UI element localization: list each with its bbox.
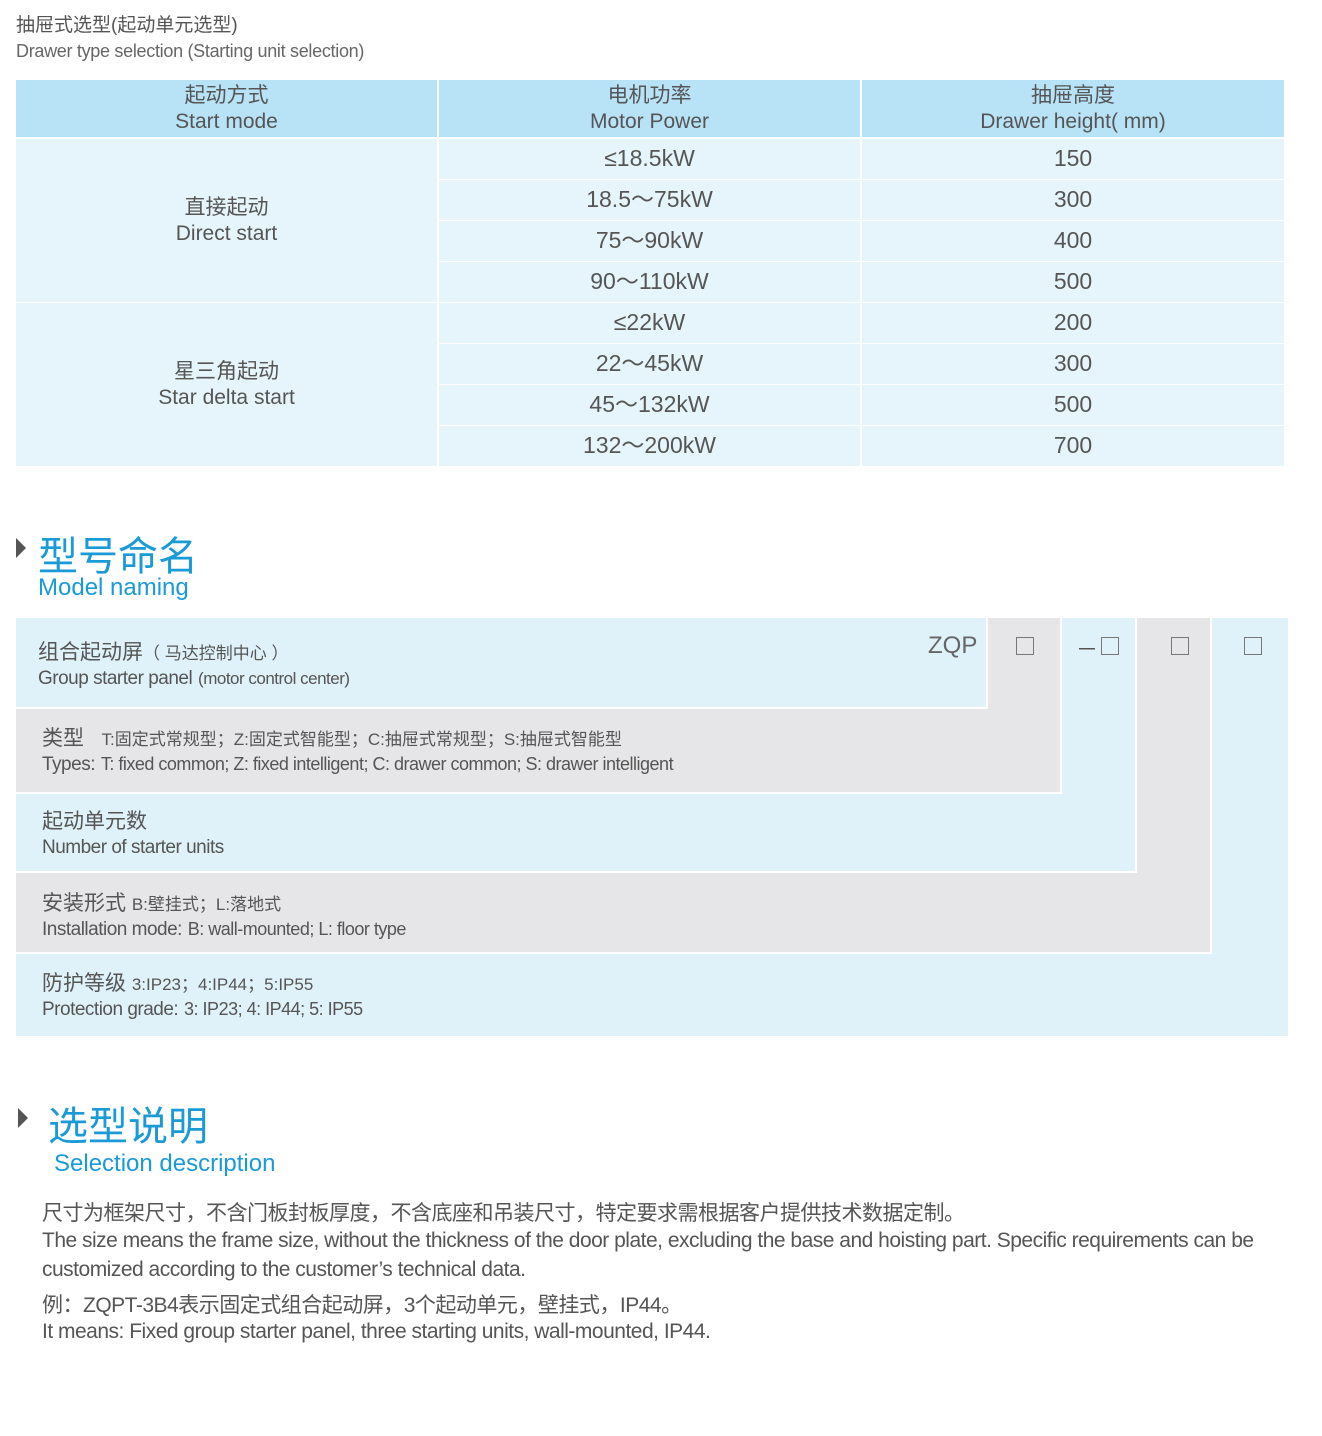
row-en-note: T: fixed common; Z: fixed intelligent; C…	[100, 754, 674, 774]
header-en: Drawer height( mm)	[980, 109, 1166, 133]
selection-subtitle: Selection description	[54, 1150, 276, 1177]
code-prefix: ZQP	[928, 632, 978, 659]
drawer-height-cell: 500	[862, 385, 1284, 425]
row-cn-note: B:壁挂式；L:落地式	[131, 895, 282, 914]
motor-power-cell: 132～200kW	[439, 426, 860, 466]
row-cn: 安装形式	[42, 892, 126, 915]
desc-line: 例：ZQPT-3B4表示固定式组合起动屏，3个起动单元，壁挂式，IP44。	[42, 1294, 682, 1317]
row-cn: 防护等级	[42, 972, 126, 995]
row-en-note: (motor control center)	[198, 669, 350, 688]
row-cn-note: T:固定式常规型；Z:固定式智能型；C:抽屉式常规型；S:抽屉式智能型	[101, 730, 622, 749]
desc-line: 尺寸为框架尺寸，不含门板封板厚度，不含底座和吊装尺寸，特定要求需根据客户提供技术…	[42, 1202, 965, 1225]
header-cn: 抽屉高度	[1031, 84, 1115, 108]
desc-line: It means: Fixed group starter panel, thr…	[42, 1320, 711, 1343]
row-en: Group starter panel	[38, 668, 193, 689]
section-title-cn: 抽屉式选型(起动单元选型)	[16, 15, 238, 36]
row-en-note: 3: IP23; 4: IP44; 5: IP55	[184, 999, 363, 1019]
row-units: 起动单元数 Number of starter units	[42, 805, 224, 859]
drawer-height-cell: 150	[862, 139, 1284, 179]
row-en: Number of starter units	[42, 837, 224, 858]
row-panel: 组合起动屏（ 马达控制中心 ） Group starter panel (moto…	[38, 636, 350, 690]
mode-cn: 星三角起动	[174, 360, 279, 384]
header-cn: 电机功率	[607, 84, 692, 108]
drawer-height-cell: 400	[862, 221, 1284, 261]
header-motor-power: 电机功率 Motor Power	[439, 80, 860, 137]
desc-line: The size means the frame size, without t…	[42, 1229, 1254, 1252]
drawer-height-cell: 700	[862, 426, 1284, 466]
header-en: Start mode	[175, 109, 278, 133]
row-cn-note: （ 马达控制中心 ）	[143, 644, 289, 663]
row-cn-note: 3:IP23；4:IP44；5:IP55	[131, 975, 314, 994]
header-start-mode: 起动方式 Start mode	[16, 80, 437, 137]
row-installation: 安装形式 B:壁挂式；L:落地式 Installation mode: B: wa…	[42, 887, 406, 941]
motor-power-cell: 45～132kW	[439, 385, 860, 425]
type-slot-box	[1016, 637, 1034, 655]
motor-power-cell: 18.5～75kW	[439, 180, 860, 220]
header-drawer-height: 抽屉高度 Drawer height( mm)	[862, 80, 1284, 137]
drawer-height-cell: 300	[862, 344, 1284, 384]
start-mode-cell: 直接起动 Direct start	[16, 139, 437, 302]
drawer-height-cell: 500	[862, 262, 1284, 302]
mode-en: Direct start	[175, 221, 278, 245]
row-en: Installation mode:	[42, 919, 182, 940]
section-arrow-icon	[16, 538, 26, 558]
drawer-height-cell: 200	[862, 303, 1284, 343]
desc-line: customized according to the customer’s t…	[42, 1258, 526, 1281]
drawer-height-cell: 300	[862, 180, 1284, 220]
motor-power-cell: ≤22kW	[439, 303, 860, 343]
mode-cn: 直接起动	[184, 196, 269, 220]
units-slot-box	[1101, 637, 1119, 655]
row-cn: 起动单元数	[42, 810, 147, 833]
row-cn: 类型	[42, 727, 84, 750]
protection-slot-box	[1244, 637, 1262, 655]
row-en-note: B: wall-mounted; L: floor type	[187, 919, 407, 939]
start-mode-cell: 星三角起动 Star delta start	[16, 303, 437, 466]
header-cn: 起动方式	[184, 84, 269, 108]
motor-power-cell: 75～90kW	[439, 221, 860, 261]
header-en: Motor Power	[589, 109, 710, 133]
row-types: 类型 T:固定式常规型；Z:固定式智能型；C:抽屉式常规型；S:抽屉式智能型 Ty…	[42, 722, 674, 776]
row-protection: 防护等级 3:IP23；4:IP44；5:IP55 Protection grad…	[42, 967, 363, 1021]
section-arrow-icon	[18, 1108, 28, 1128]
row-en: Protection grade:	[42, 999, 179, 1020]
code-dash: －	[1076, 637, 1099, 662]
row-en: Types:	[42, 754, 95, 775]
motor-power-cell: 90～110kW	[439, 262, 860, 302]
band-panel	[16, 618, 988, 709]
selection-title: 选型说明	[48, 1105, 208, 1149]
model-naming-subtitle: Model naming	[38, 574, 189, 601]
motor-power-cell: ≤18.5kW	[439, 139, 860, 179]
model-naming-title: 型号命名	[38, 535, 198, 579]
motor-power-cell: 22～45kW	[439, 344, 860, 384]
mode-en: Star delta start	[158, 385, 295, 409]
row-cn: 组合起动屏	[38, 641, 143, 664]
section-title-en: Drawer type selection (Starting unit sel…	[16, 41, 365, 61]
installation-slot-box	[1171, 637, 1189, 655]
